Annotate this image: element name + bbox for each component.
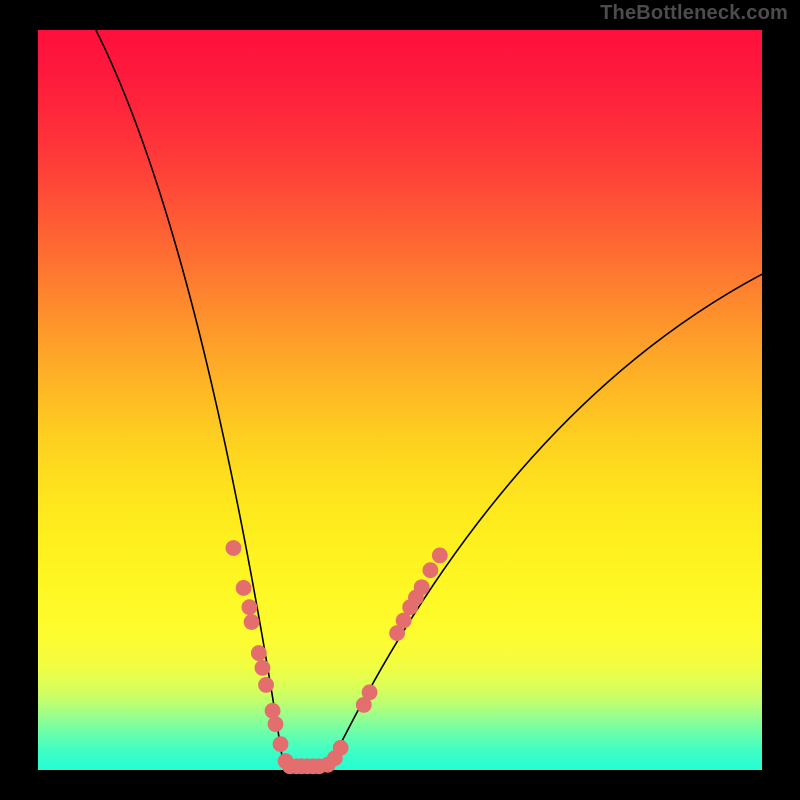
data-marker — [273, 736, 289, 752]
data-marker — [244, 614, 260, 630]
watermark-text: TheBottleneck.com — [600, 2, 788, 25]
data-marker — [251, 645, 267, 661]
data-marker — [265, 703, 281, 719]
data-marker — [362, 684, 378, 700]
data-marker — [255, 660, 271, 676]
data-marker — [242, 599, 258, 615]
data-marker — [432, 548, 448, 564]
bottleneck-curve-chart — [0, 0, 800, 800]
plot-background — [38, 30, 762, 770]
data-marker — [226, 540, 242, 556]
chart-stage: TheBottleneck.com — [0, 0, 800, 800]
data-marker — [268, 716, 284, 732]
data-marker — [414, 579, 430, 595]
data-marker — [333, 740, 349, 756]
data-marker — [258, 677, 274, 693]
data-marker — [423, 562, 439, 578]
data-marker — [236, 580, 252, 596]
